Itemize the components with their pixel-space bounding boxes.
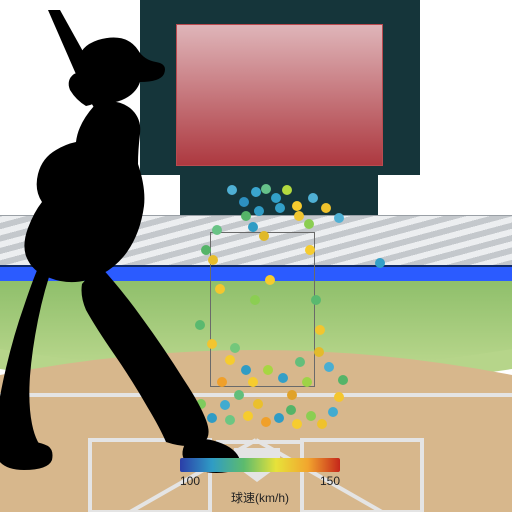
- pitch-dot: [306, 411, 316, 421]
- pitch-dot: [328, 407, 338, 417]
- batter-silhouette: [0, 10, 290, 510]
- pitch-dot: [338, 375, 348, 385]
- pitch-dot: [321, 203, 331, 213]
- colorbar-label: 球速(km/h): [170, 489, 350, 506]
- pitch-dot: [375, 258, 385, 268]
- pitch-dot: [305, 245, 315, 255]
- pitch-dot: [324, 362, 334, 372]
- pitch-dot: [294, 211, 304, 221]
- pitch-dot: [314, 347, 324, 357]
- pitch-dot: [334, 392, 344, 402]
- pitch-dot: [295, 357, 305, 367]
- pitch-dot: [317, 419, 327, 429]
- colorbar-legend: 100 150 球速(km/h): [170, 458, 350, 506]
- pitch-dot: [311, 295, 321, 305]
- colorbar-tick-min: 100: [180, 474, 200, 488]
- pitch-dot: [292, 201, 302, 211]
- pitch-dot: [334, 213, 344, 223]
- colorbar-ticks: 100 150: [180, 474, 340, 488]
- colorbar-tick-max: 150: [320, 474, 340, 488]
- pitch-dot: [304, 219, 314, 229]
- pitch-dot: [308, 193, 318, 203]
- pitch-dot: [302, 377, 312, 387]
- pitch-dot: [292, 419, 302, 429]
- colorbar: [180, 458, 340, 472]
- pitch-dot: [315, 325, 325, 335]
